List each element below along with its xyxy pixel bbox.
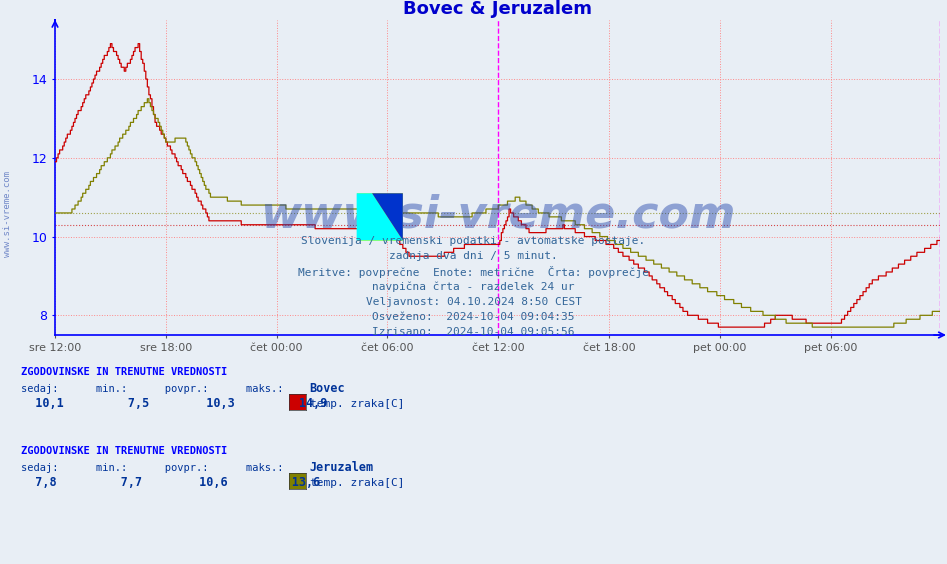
Text: Meritve: povprečne  Enote: metrične  Črta: povprečje: Meritve: povprečne Enote: metrične Črta:… <box>298 266 649 278</box>
Bar <box>357 193 402 240</box>
Title: Bovec & Jeruzalem: Bovec & Jeruzalem <box>403 1 592 19</box>
Polygon shape <box>357 193 402 240</box>
Text: ZGODOVINSKE IN TRENUTNE VREDNOSTI: ZGODOVINSKE IN TRENUTNE VREDNOSTI <box>21 367 227 377</box>
Text: navpična črta - razdelek 24 ur: navpična črta - razdelek 24 ur <box>372 281 575 292</box>
Text: www.si-vreme.com: www.si-vreme.com <box>3 171 12 257</box>
Text: sedaj:      min.:      povpr.:      maks.:: sedaj: min.: povpr.: maks.: <box>21 463 283 473</box>
Text: Jeruzalem: Jeruzalem <box>310 461 374 474</box>
Text: Bovec: Bovec <box>310 382 346 395</box>
Text: zadnja dva dni / 5 minut.: zadnja dva dni / 5 minut. <box>389 251 558 261</box>
Text: Izrisano:  2024-10-04 09:05:56: Izrisano: 2024-10-04 09:05:56 <box>372 327 575 337</box>
Text: sedaj:      min.:      povpr.:      maks.:: sedaj: min.: povpr.: maks.: <box>21 384 283 394</box>
Text: Veljavnost: 04.10.2024 8:50 CEST: Veljavnost: 04.10.2024 8:50 CEST <box>366 297 581 307</box>
Text: www.si-vreme.com: www.si-vreme.com <box>259 194 735 237</box>
Text: temp. zraka[C]: temp. zraka[C] <box>310 478 404 488</box>
Polygon shape <box>372 193 402 240</box>
Text: 7,8         7,7        10,6         13,6: 7,8 7,7 10,6 13,6 <box>21 476 320 489</box>
Text: ZGODOVINSKE IN TRENUTNE VREDNOSTI: ZGODOVINSKE IN TRENUTNE VREDNOSTI <box>21 446 227 456</box>
Text: 10,1         7,5        10,3         14,9: 10,1 7,5 10,3 14,9 <box>21 397 328 410</box>
Text: temp. zraka[C]: temp. zraka[C] <box>310 399 404 409</box>
Text: Osveženo:  2024-10-04 09:04:35: Osveženo: 2024-10-04 09:04:35 <box>372 312 575 322</box>
Text: Slovenija / vremenski podatki - avtomatske postaje.: Slovenija / vremenski podatki - avtomats… <box>301 236 646 246</box>
